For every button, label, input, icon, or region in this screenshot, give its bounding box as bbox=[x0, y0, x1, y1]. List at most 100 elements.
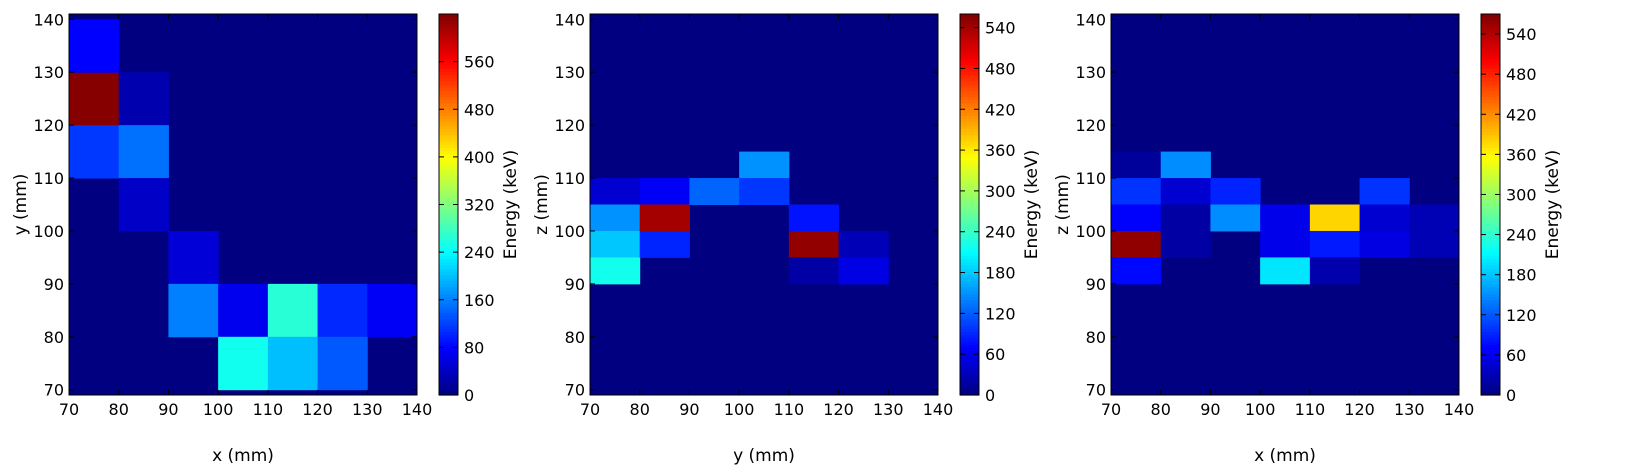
plot-frame bbox=[68, 13, 418, 396]
colorbar-label: Energy (keV) bbox=[1543, 150, 1563, 260]
colorbar-segment bbox=[960, 261, 979, 266]
colorbar-segment bbox=[1481, 229, 1500, 234]
colorbar-segment bbox=[439, 210, 458, 215]
colorbar-segment bbox=[1481, 166, 1500, 171]
y-tick-label: 110 bbox=[1075, 169, 1106, 188]
colorbar-segment bbox=[439, 353, 458, 358]
y-tick-label: 90 bbox=[1086, 275, 1106, 294]
colorbar-segment bbox=[439, 147, 458, 152]
colorbar-segment bbox=[439, 255, 458, 260]
colorbar-segment bbox=[439, 356, 458, 361]
heatmap-cell bbox=[1260, 204, 1311, 232]
colorbar-segment bbox=[439, 242, 458, 247]
colorbar-segment bbox=[439, 379, 458, 383]
colorbar-segment bbox=[439, 271, 458, 275]
heatmap-cell bbox=[1111, 151, 1162, 179]
colorbar-segment bbox=[1481, 318, 1500, 323]
colorbar-segment bbox=[439, 287, 458, 291]
colorbar-segment bbox=[960, 147, 979, 152]
colorbar-segment bbox=[960, 233, 979, 237]
plot-frame bbox=[1110, 13, 1460, 396]
heatmap-cell bbox=[639, 230, 690, 258]
colorbar-label: Energy (keV) bbox=[501, 150, 521, 260]
colorbar-segment bbox=[1481, 87, 1500, 91]
colorbar-segment bbox=[439, 299, 458, 304]
colorbar-segment bbox=[1481, 312, 1500, 317]
colorbar-segment bbox=[960, 83, 979, 88]
colorbar-segment bbox=[439, 321, 458, 326]
colorbar-segment bbox=[1481, 258, 1500, 263]
heatmap-cell bbox=[590, 204, 641, 232]
x-tick-label: 90 bbox=[1200, 400, 1220, 419]
colorbar-segment bbox=[439, 264, 458, 269]
colorbar-segment bbox=[960, 64, 979, 69]
colorbar-segment bbox=[1481, 274, 1500, 279]
x-axis-label: x (mm) bbox=[212, 446, 274, 466]
heatmap-cell bbox=[639, 178, 690, 205]
colorbar-segment bbox=[439, 302, 458, 307]
heatmap-cell bbox=[838, 230, 889, 258]
colorbar-segment bbox=[960, 96, 979, 101]
heatmap-cell bbox=[1309, 257, 1361, 285]
colorbar-segment bbox=[1481, 121, 1500, 126]
colorbar-segment bbox=[1481, 52, 1500, 56]
colorbar: 0 60 120 180 240 300 360 420 480 540 Energy (keV) bbox=[959, 13, 1042, 405]
x-tick-label: 80 bbox=[109, 400, 129, 419]
colorbar-segment bbox=[439, 185, 458, 190]
colorbar-segment bbox=[960, 255, 979, 260]
colorbar-segment bbox=[1481, 255, 1500, 260]
colorbar-segment bbox=[960, 150, 979, 155]
colorbar-segment bbox=[1481, 125, 1500, 129]
heatmap-cell bbox=[317, 336, 368, 391]
colorbar-segment bbox=[1481, 210, 1500, 215]
colorbar-segment bbox=[960, 102, 979, 107]
colorbar-segment bbox=[439, 252, 458, 256]
x-tick-label: 90 bbox=[679, 400, 699, 419]
colorbar-segment bbox=[960, 80, 979, 85]
colorbar: 0 60 120 180 240 300 360 420 480 540 Energy (keV) bbox=[1480, 13, 1563, 405]
colorbar-segment bbox=[960, 71, 979, 75]
y-tick-label: 140 bbox=[1075, 10, 1106, 29]
colorbar-segment bbox=[439, 207, 458, 212]
colorbar-segment bbox=[439, 169, 458, 174]
colorbar-segment bbox=[1481, 363, 1500, 368]
colorbar-segment bbox=[960, 115, 979, 120]
colorbar: 0 80 160 240 320 400 480 560 Energy (keV) bbox=[438, 13, 521, 405]
colorbar-segment bbox=[439, 214, 458, 218]
colorbar-segment bbox=[1481, 147, 1500, 152]
colorbar-segment bbox=[439, 220, 458, 225]
colorbar-segment bbox=[1481, 141, 1500, 145]
colorbar-segment bbox=[1481, 214, 1500, 218]
colorbar-segment bbox=[1481, 375, 1500, 380]
colorbar-segment bbox=[439, 131, 458, 136]
colorbar-segment bbox=[439, 245, 458, 250]
colorbar-segment bbox=[439, 36, 458, 40]
colorbar-segment bbox=[1481, 261, 1500, 266]
colorbar-segment bbox=[960, 248, 979, 253]
colorbar-segment bbox=[960, 169, 979, 174]
x-tick-label: 70 bbox=[580, 400, 600, 419]
colorbar-segment bbox=[960, 144, 979, 148]
colorbar-segment bbox=[960, 156, 979, 161]
colorbar-segment bbox=[1481, 172, 1500, 177]
colorbar-segment bbox=[960, 194, 979, 199]
colorbar-segment bbox=[1481, 204, 1500, 209]
colorbar-segment bbox=[1481, 341, 1500, 345]
colorbar-segment bbox=[1481, 185, 1500, 190]
colorbar-segment bbox=[439, 121, 458, 126]
colorbar-segment bbox=[1481, 236, 1500, 241]
colorbar-segment bbox=[439, 325, 458, 329]
colorbar-segment bbox=[960, 188, 979, 193]
colorbar-segment bbox=[960, 42, 979, 47]
colorbar-segment bbox=[960, 214, 979, 218]
colorbar-segment bbox=[1481, 20, 1500, 25]
heatmap-cell bbox=[1111, 230, 1162, 258]
colorbar-segment bbox=[960, 93, 979, 98]
colorbar-tick-label: 60 bbox=[985, 345, 1005, 364]
colorbar-segment bbox=[960, 153, 979, 158]
colorbar-segment bbox=[960, 23, 979, 28]
colorbar-segment bbox=[1481, 134, 1500, 139]
colorbar-segment bbox=[1481, 48, 1500, 53]
colorbar-segment bbox=[960, 14, 979, 18]
heatmap-cell bbox=[838, 257, 889, 285]
